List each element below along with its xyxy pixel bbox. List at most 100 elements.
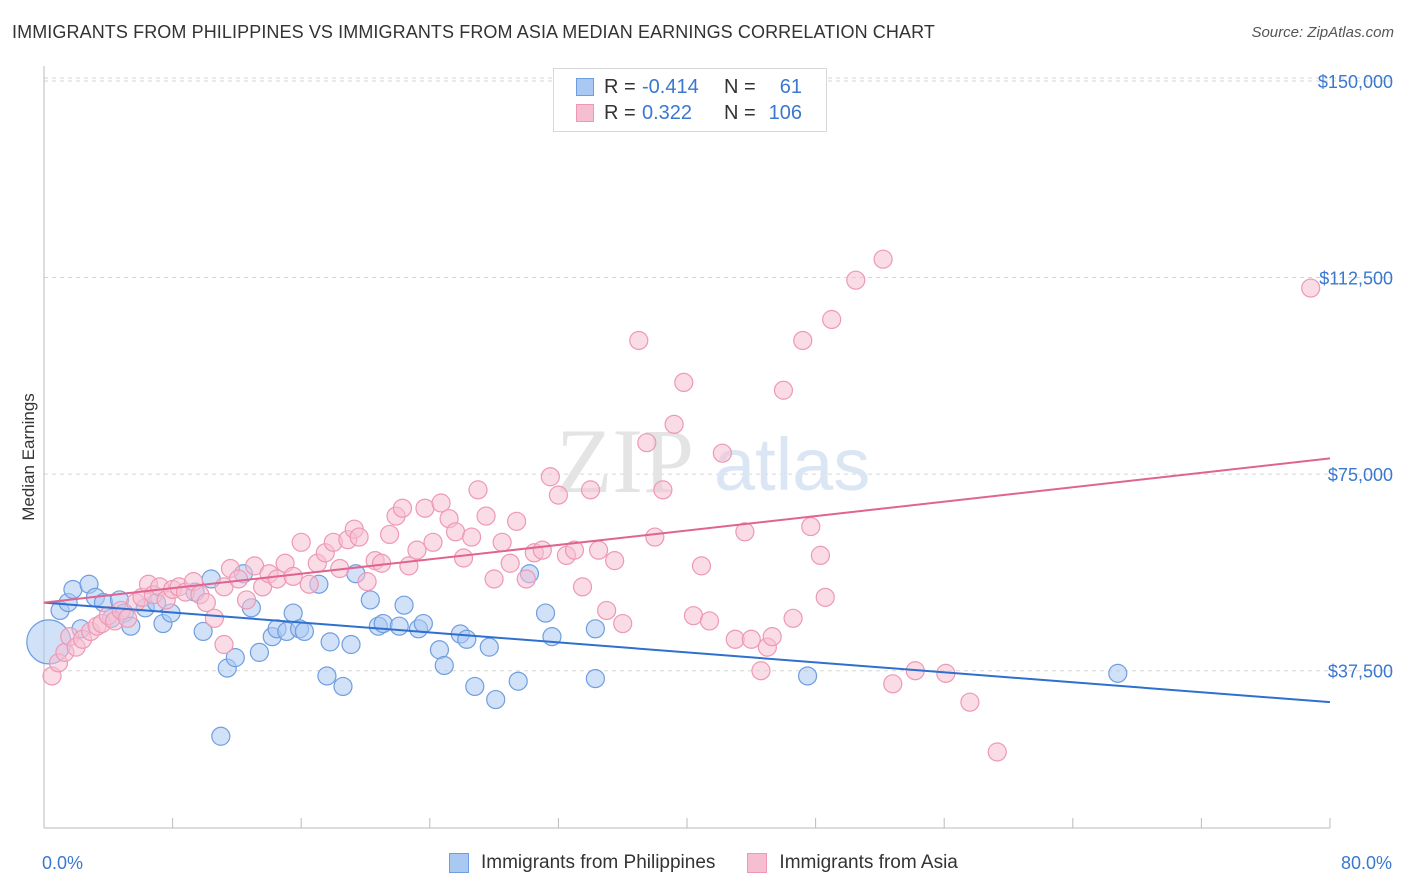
- axis-layer: [43, 66, 1331, 829]
- point-asia: [564, 540, 585, 560]
- point-asia: [214, 634, 234, 655]
- chart-title: IMMIGRANTS FROM PHILIPPINES VS IMMIGRANT…: [12, 22, 935, 42]
- point-asia: [793, 330, 813, 351]
- point-asia: [484, 569, 504, 589]
- point-philippines: [434, 655, 454, 676]
- point-philippines: [797, 666, 818, 686]
- point-philippines: [535, 603, 556, 623]
- x-tick-label-max: 80.0%: [1340, 853, 1392, 873]
- point-asia: [735, 522, 755, 542]
- point-philippines: [457, 629, 477, 649]
- point-asia: [415, 498, 435, 518]
- legend-r-label: R =: [604, 75, 636, 98]
- point-asia: [664, 414, 684, 434]
- legend-n-value-asia: 106: [768, 101, 802, 124]
- point-asia: [751, 661, 771, 681]
- point-asia: [773, 380, 794, 400]
- point-philippines: [1108, 663, 1128, 683]
- point-asia: [299, 574, 319, 594]
- point-asia: [580, 480, 601, 500]
- point-asia: [653, 480, 673, 500]
- point-asia: [801, 516, 821, 537]
- point-philippines: [249, 642, 270, 662]
- point-asia: [357, 572, 377, 592]
- point-asia: [228, 569, 249, 589]
- point-asia: [468, 480, 488, 500]
- point-philippines: [320, 632, 340, 652]
- point-asia: [445, 522, 466, 542]
- series-legend-swatch-asia: [747, 853, 768, 873]
- point-asia: [629, 330, 649, 351]
- series-legend-label-philippines: Immigrants from Philippines: [481, 852, 716, 873]
- point-asia: [532, 540, 552, 560]
- y-tick-label-1: $75,000: [1328, 465, 1393, 485]
- point-asia: [291, 532, 311, 552]
- point-asia: [283, 566, 303, 586]
- point-asia: [1301, 278, 1321, 298]
- point-asia: [810, 545, 831, 565]
- trend-layer: [43, 457, 1331, 704]
- point-asia: [674, 372, 694, 393]
- legend-swatch-philippines: [576, 78, 594, 96]
- point-philippines: [465, 676, 485, 697]
- legend-r-value-philippines: -0.414: [642, 75, 699, 98]
- point-asia: [846, 270, 866, 290]
- point-philippines: [225, 648, 245, 668]
- y-axis-title: Median Earnings: [19, 393, 38, 521]
- point-asia: [783, 608, 803, 628]
- series-legend: Immigrants from Philippines Immigrants f…: [449, 852, 990, 874]
- point-asia: [987, 742, 1007, 762]
- watermark: ZIP atlas: [556, 410, 870, 512]
- point-philippines: [394, 595, 414, 615]
- watermark-atlas: atlas: [714, 423, 870, 506]
- point-asia: [492, 532, 512, 552]
- y-tick-labels: $37,500 $75,000 $112,500 $150,000: [1318, 72, 1393, 682]
- point-philippines: [294, 621, 315, 642]
- point-asia: [453, 548, 474, 568]
- point-asia: [431, 493, 451, 513]
- source-note: Source: ZipAtlas.com: [1251, 24, 1394, 41]
- point-philippines: [486, 689, 506, 710]
- point-philippines: [479, 637, 499, 657]
- point-asia: [476, 506, 496, 526]
- y-tick-label-3: $150,000: [1318, 72, 1393, 92]
- series-legend-item-asia[interactable]: Immigrants from Asia: [747, 852, 958, 874]
- point-asia: [572, 577, 593, 597]
- point-asia: [380, 524, 400, 545]
- point-asia: [392, 498, 413, 518]
- point-asia: [461, 527, 482, 547]
- point-philippines: [63, 579, 83, 600]
- point-asia: [873, 249, 893, 269]
- point-asia: [597, 600, 617, 621]
- point-philippines: [341, 634, 361, 655]
- correlation-legend: R = -0.414 N = 61 R = 0.322 N = 106: [553, 68, 827, 132]
- point-asia: [645, 527, 665, 547]
- point-asia: [204, 608, 224, 628]
- point-asia: [516, 569, 536, 589]
- point-philippines: [360, 590, 380, 610]
- series-legend-item-philippines[interactable]: Immigrants from Philippines: [449, 852, 715, 874]
- point-philippines: [413, 613, 433, 634]
- point-asia: [540, 467, 560, 487]
- point-asia: [548, 485, 569, 505]
- series-legend-swatch-philippines: [449, 853, 469, 873]
- legend-row-asia: R = 0.322 N = 106: [576, 101, 802, 125]
- point-asia: [822, 309, 842, 330]
- point-asia: [699, 611, 720, 631]
- point-asia: [236, 590, 257, 610]
- legend-r-value-asia: 0.322: [642, 101, 693, 124]
- point-asia: [762, 627, 782, 647]
- point-asia: [196, 592, 216, 613]
- point-asia: [960, 692, 980, 712]
- y-tick-label-2: $112,500: [1319, 269, 1393, 289]
- trend-line-philippines: [43, 601, 1331, 704]
- point-asia: [423, 532, 443, 552]
- point-philippines: [317, 666, 337, 686]
- point-asia: [691, 556, 712, 576]
- series-legend-label-asia: Immigrants from Asia: [779, 852, 958, 873]
- point-asia: [613, 613, 633, 634]
- point-philippines: [585, 668, 605, 689]
- legend-n-value-philippines: 61: [779, 75, 802, 98]
- point-asia: [712, 443, 732, 463]
- point-philippines: [211, 726, 231, 746]
